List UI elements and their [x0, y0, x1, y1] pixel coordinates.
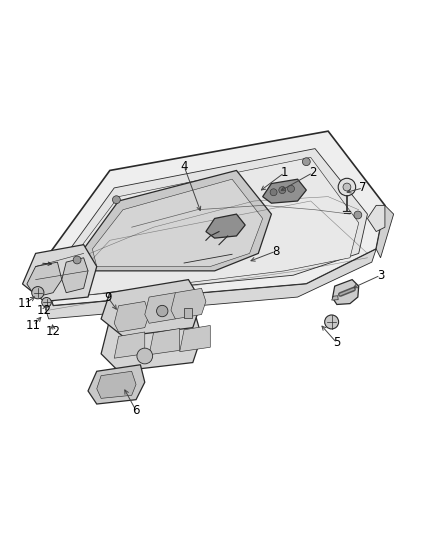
Polygon shape: [92, 179, 263, 266]
Polygon shape: [27, 262, 62, 297]
Text: 8: 8: [272, 245, 279, 258]
Circle shape: [32, 287, 44, 299]
Polygon shape: [171, 288, 206, 319]
Circle shape: [354, 211, 362, 219]
Circle shape: [156, 305, 168, 317]
Text: 12: 12: [46, 326, 60, 338]
Circle shape: [338, 179, 356, 196]
Circle shape: [302, 158, 310, 166]
Polygon shape: [88, 365, 145, 404]
Text: 7: 7: [359, 181, 367, 195]
Polygon shape: [40, 131, 385, 306]
Circle shape: [42, 297, 51, 307]
Polygon shape: [101, 306, 201, 372]
Polygon shape: [332, 280, 359, 304]
Text: 2: 2: [309, 166, 317, 179]
Text: 9: 9: [104, 290, 111, 304]
Text: 3: 3: [377, 269, 384, 282]
Text: 11: 11: [17, 297, 32, 310]
Polygon shape: [149, 328, 180, 354]
Polygon shape: [263, 179, 306, 203]
Polygon shape: [101, 280, 201, 336]
Circle shape: [343, 183, 351, 191]
Text: 4: 4: [180, 159, 188, 173]
Polygon shape: [332, 296, 338, 300]
Polygon shape: [35, 249, 376, 319]
Text: 12: 12: [37, 304, 52, 317]
Polygon shape: [84, 171, 272, 271]
Polygon shape: [145, 293, 180, 323]
Polygon shape: [22, 245, 97, 302]
Circle shape: [288, 185, 294, 192]
Circle shape: [325, 315, 339, 329]
Polygon shape: [206, 214, 245, 238]
Circle shape: [137, 348, 152, 364]
Polygon shape: [66, 157, 359, 297]
Circle shape: [279, 187, 286, 193]
Text: 6: 6: [132, 404, 140, 417]
Bar: [184, 308, 192, 318]
Circle shape: [270, 189, 277, 196]
Text: 5: 5: [333, 336, 341, 350]
Polygon shape: [62, 258, 88, 293]
Polygon shape: [367, 205, 385, 231]
Polygon shape: [376, 205, 394, 258]
Polygon shape: [114, 332, 145, 358]
Text: 1: 1: [281, 166, 288, 179]
Circle shape: [73, 256, 81, 264]
Polygon shape: [57, 149, 367, 297]
Polygon shape: [97, 372, 136, 398]
Circle shape: [113, 196, 120, 204]
Polygon shape: [114, 302, 149, 332]
Text: 11: 11: [26, 319, 41, 332]
Polygon shape: [180, 326, 210, 352]
